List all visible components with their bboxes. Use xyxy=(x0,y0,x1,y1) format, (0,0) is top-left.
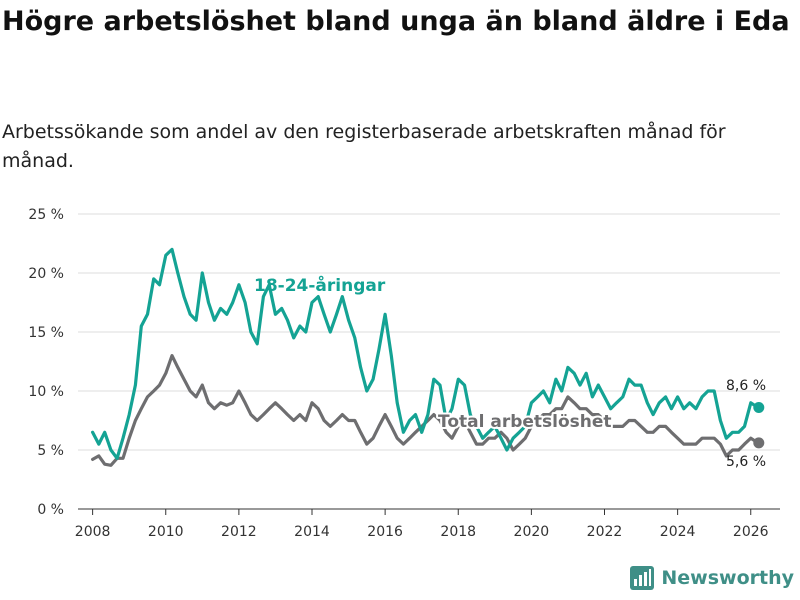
brand-name: Newsworthy xyxy=(661,567,794,589)
x-tick-label: 2026 xyxy=(733,524,769,540)
end-label-youth: 8,6 % xyxy=(726,378,766,394)
x-tick-label: 2014 xyxy=(294,524,330,540)
y-tick-label: 10 % xyxy=(28,384,64,400)
y-tick-label: 5 % xyxy=(37,443,64,459)
chart-subtitle: Arbetssökande som andel av den registerb… xyxy=(2,121,726,172)
brand-logo: Newsworthy xyxy=(629,564,794,592)
chart-title: Högre arbetslöshet bland unga än bland ä… xyxy=(2,6,790,37)
y-tick-label: 25 % xyxy=(28,207,64,223)
x-tick-label: 2024 xyxy=(660,524,696,540)
y-tick-label: 15 % xyxy=(28,325,64,341)
x-tick-label: 2008 xyxy=(75,524,111,540)
newsworthy-logo-icon xyxy=(630,566,655,590)
series-line-youth xyxy=(90,247,761,460)
x-tick-label: 2012 xyxy=(221,524,257,540)
x-tick-label: 2018 xyxy=(440,524,476,540)
end-label-total: 5,6 % xyxy=(726,454,766,470)
series-line-total xyxy=(90,354,761,467)
series-label-total: Total arbetslöshet xyxy=(438,412,612,432)
x-tick-label: 2010 xyxy=(148,524,184,540)
y-tick-label: 0 % xyxy=(37,502,64,518)
end-marker-youth xyxy=(753,402,765,414)
series-label-youth: 18-24-åringar xyxy=(254,274,386,296)
y-tick-label: 20 % xyxy=(28,266,64,282)
x-tick-label: 2022 xyxy=(587,524,623,540)
end-marker-total xyxy=(753,437,765,449)
x-tick-label: 2020 xyxy=(514,524,550,540)
x-tick-label: 2016 xyxy=(367,524,403,540)
